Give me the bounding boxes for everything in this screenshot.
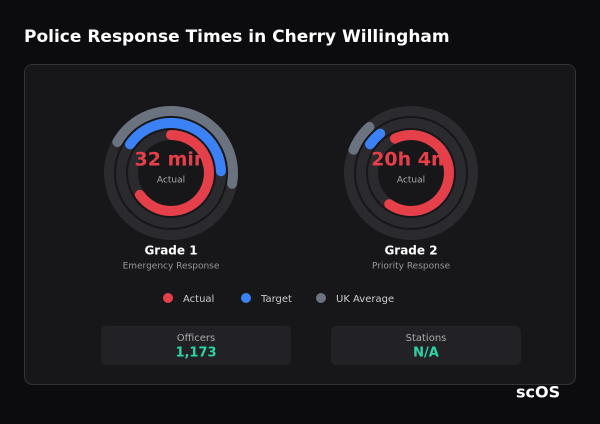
legend-label: UK Average <box>336 294 394 305</box>
legend-dot <box>241 293 251 303</box>
legend-dot <box>316 293 326 303</box>
ring-grey <box>348 121 375 155</box>
legend-dot <box>163 293 173 303</box>
stat-box <box>101 326 291 365</box>
ring-red <box>384 130 454 216</box>
gauge-subtitle: Emergency Response <box>123 262 220 272</box>
stat-label: Stations <box>406 333 447 344</box>
ring-blue <box>125 118 226 177</box>
ring-red <box>134 130 214 216</box>
title: Police Response Times in Cherry Willingh… <box>24 27 450 47</box>
stat-label: Officers <box>177 333 216 344</box>
stat-value: N/A <box>413 346 439 361</box>
gauge-value: 20h 4m <box>371 149 451 171</box>
gauge-title: Grade 1 <box>144 244 197 258</box>
ring-grey <box>112 106 238 189</box>
gauge-title: Grade 2 <box>384 244 437 258</box>
stat-value: 1,173 <box>175 346 216 361</box>
stat-box <box>331 326 521 365</box>
gauge-value: 32 min <box>135 149 208 171</box>
gauge-caption: Actual <box>157 176 185 186</box>
gauge-subtitle: Priority Response <box>372 262 451 272</box>
legend-label: Target <box>260 294 292 305</box>
gauge-caption: Actual <box>397 176 425 186</box>
legend-label: Actual <box>183 294 214 305</box>
ring-blue <box>365 128 386 150</box>
logo: scOS <box>516 383 560 402</box>
track <box>344 106 478 240</box>
track <box>356 118 466 228</box>
